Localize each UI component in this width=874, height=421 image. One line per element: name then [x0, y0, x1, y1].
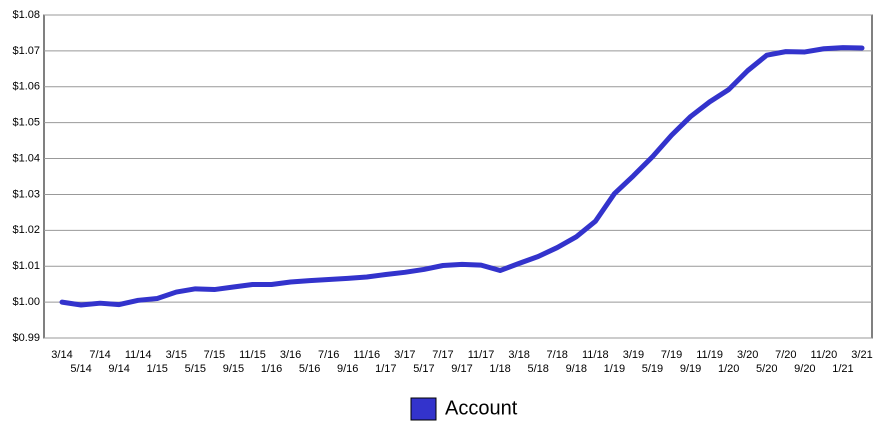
x-tick-label: 1/15: [147, 363, 168, 375]
y-tick-label: $1.08: [12, 9, 40, 21]
x-tick-label: 11/15: [239, 349, 266, 361]
x-tick-label: 5/19: [642, 363, 663, 375]
x-tick-label: 9/16: [337, 363, 358, 375]
x-tick-label: 1/17: [375, 363, 396, 375]
plot-frame: [43, 14, 873, 339]
x-tick-label: 7/16: [318, 349, 339, 361]
x-tick-label: 7/19: [661, 349, 682, 361]
x-tick-label: 9/18: [566, 363, 587, 375]
x-tick-label: 3/18: [508, 349, 529, 361]
y-tick-label: $1.04: [12, 152, 40, 164]
x-tick-label: 3/21: [851, 349, 872, 361]
x-tick-label: 1/20: [718, 363, 739, 375]
x-tick-label: 7/17: [432, 349, 453, 361]
legend-swatch: [410, 397, 437, 421]
y-tick-label: $1.06: [12, 81, 40, 93]
x-tick-label: 3/15: [166, 349, 187, 361]
x-tick-label: 11/17: [468, 349, 495, 361]
x-tick-label: 11/14: [125, 349, 152, 361]
x-tick-label: 5/18: [527, 363, 548, 375]
x-tick-label: 7/20: [775, 349, 796, 361]
x-tick-label: 9/20: [794, 363, 815, 375]
x-tick-label: 9/19: [680, 363, 701, 375]
x-tick-label: 11/19: [696, 349, 723, 361]
x-tick-label: 3/19: [623, 349, 644, 361]
x-tick-label: 3/20: [737, 349, 758, 361]
x-tick-label: 1/18: [489, 363, 510, 375]
y-tick-label: $0.99: [12, 332, 40, 344]
x-tick-label: 9/15: [223, 363, 244, 375]
x-tick-label: 5/16: [299, 363, 320, 375]
x-tick-label: 5/17: [413, 363, 434, 375]
x-tick-label: 5/20: [756, 363, 777, 375]
x-tick-label: 1/16: [261, 363, 282, 375]
y-tick-label: $1.03: [12, 188, 40, 200]
x-tick-label: 5/15: [185, 363, 206, 375]
line-series: [59, 45, 865, 308]
x-tick-label: 1/19: [604, 363, 625, 375]
y-tick-label: $1.01: [12, 260, 40, 272]
x-tick-label: 3/14: [51, 349, 72, 361]
x-tick-label: 7/18: [547, 349, 568, 361]
x-tick-label: 9/17: [451, 363, 472, 375]
y-tick-label: $1.07: [12, 45, 40, 57]
y-tick-label: $1.00: [12, 296, 40, 308]
x-tick-label: 11/18: [582, 349, 609, 361]
x-tick-label: 3/16: [280, 349, 301, 361]
x-tick-label: 11/20: [811, 349, 838, 361]
x-tick-label: 7/14: [89, 349, 110, 361]
x-tick-label: 9/14: [108, 363, 129, 375]
x-tick-label: 11/16: [353, 349, 380, 361]
x-tick-label: 3/17: [394, 349, 415, 361]
x-tick-label: 5/14: [70, 363, 91, 375]
y-tick-label: $1.05: [12, 117, 40, 129]
x-tick-label: 1/21: [832, 363, 853, 375]
legend-label: Account: [445, 397, 518, 419]
x-tick-label: 7/15: [204, 349, 225, 361]
y-tick-label: $1.02: [12, 224, 40, 236]
